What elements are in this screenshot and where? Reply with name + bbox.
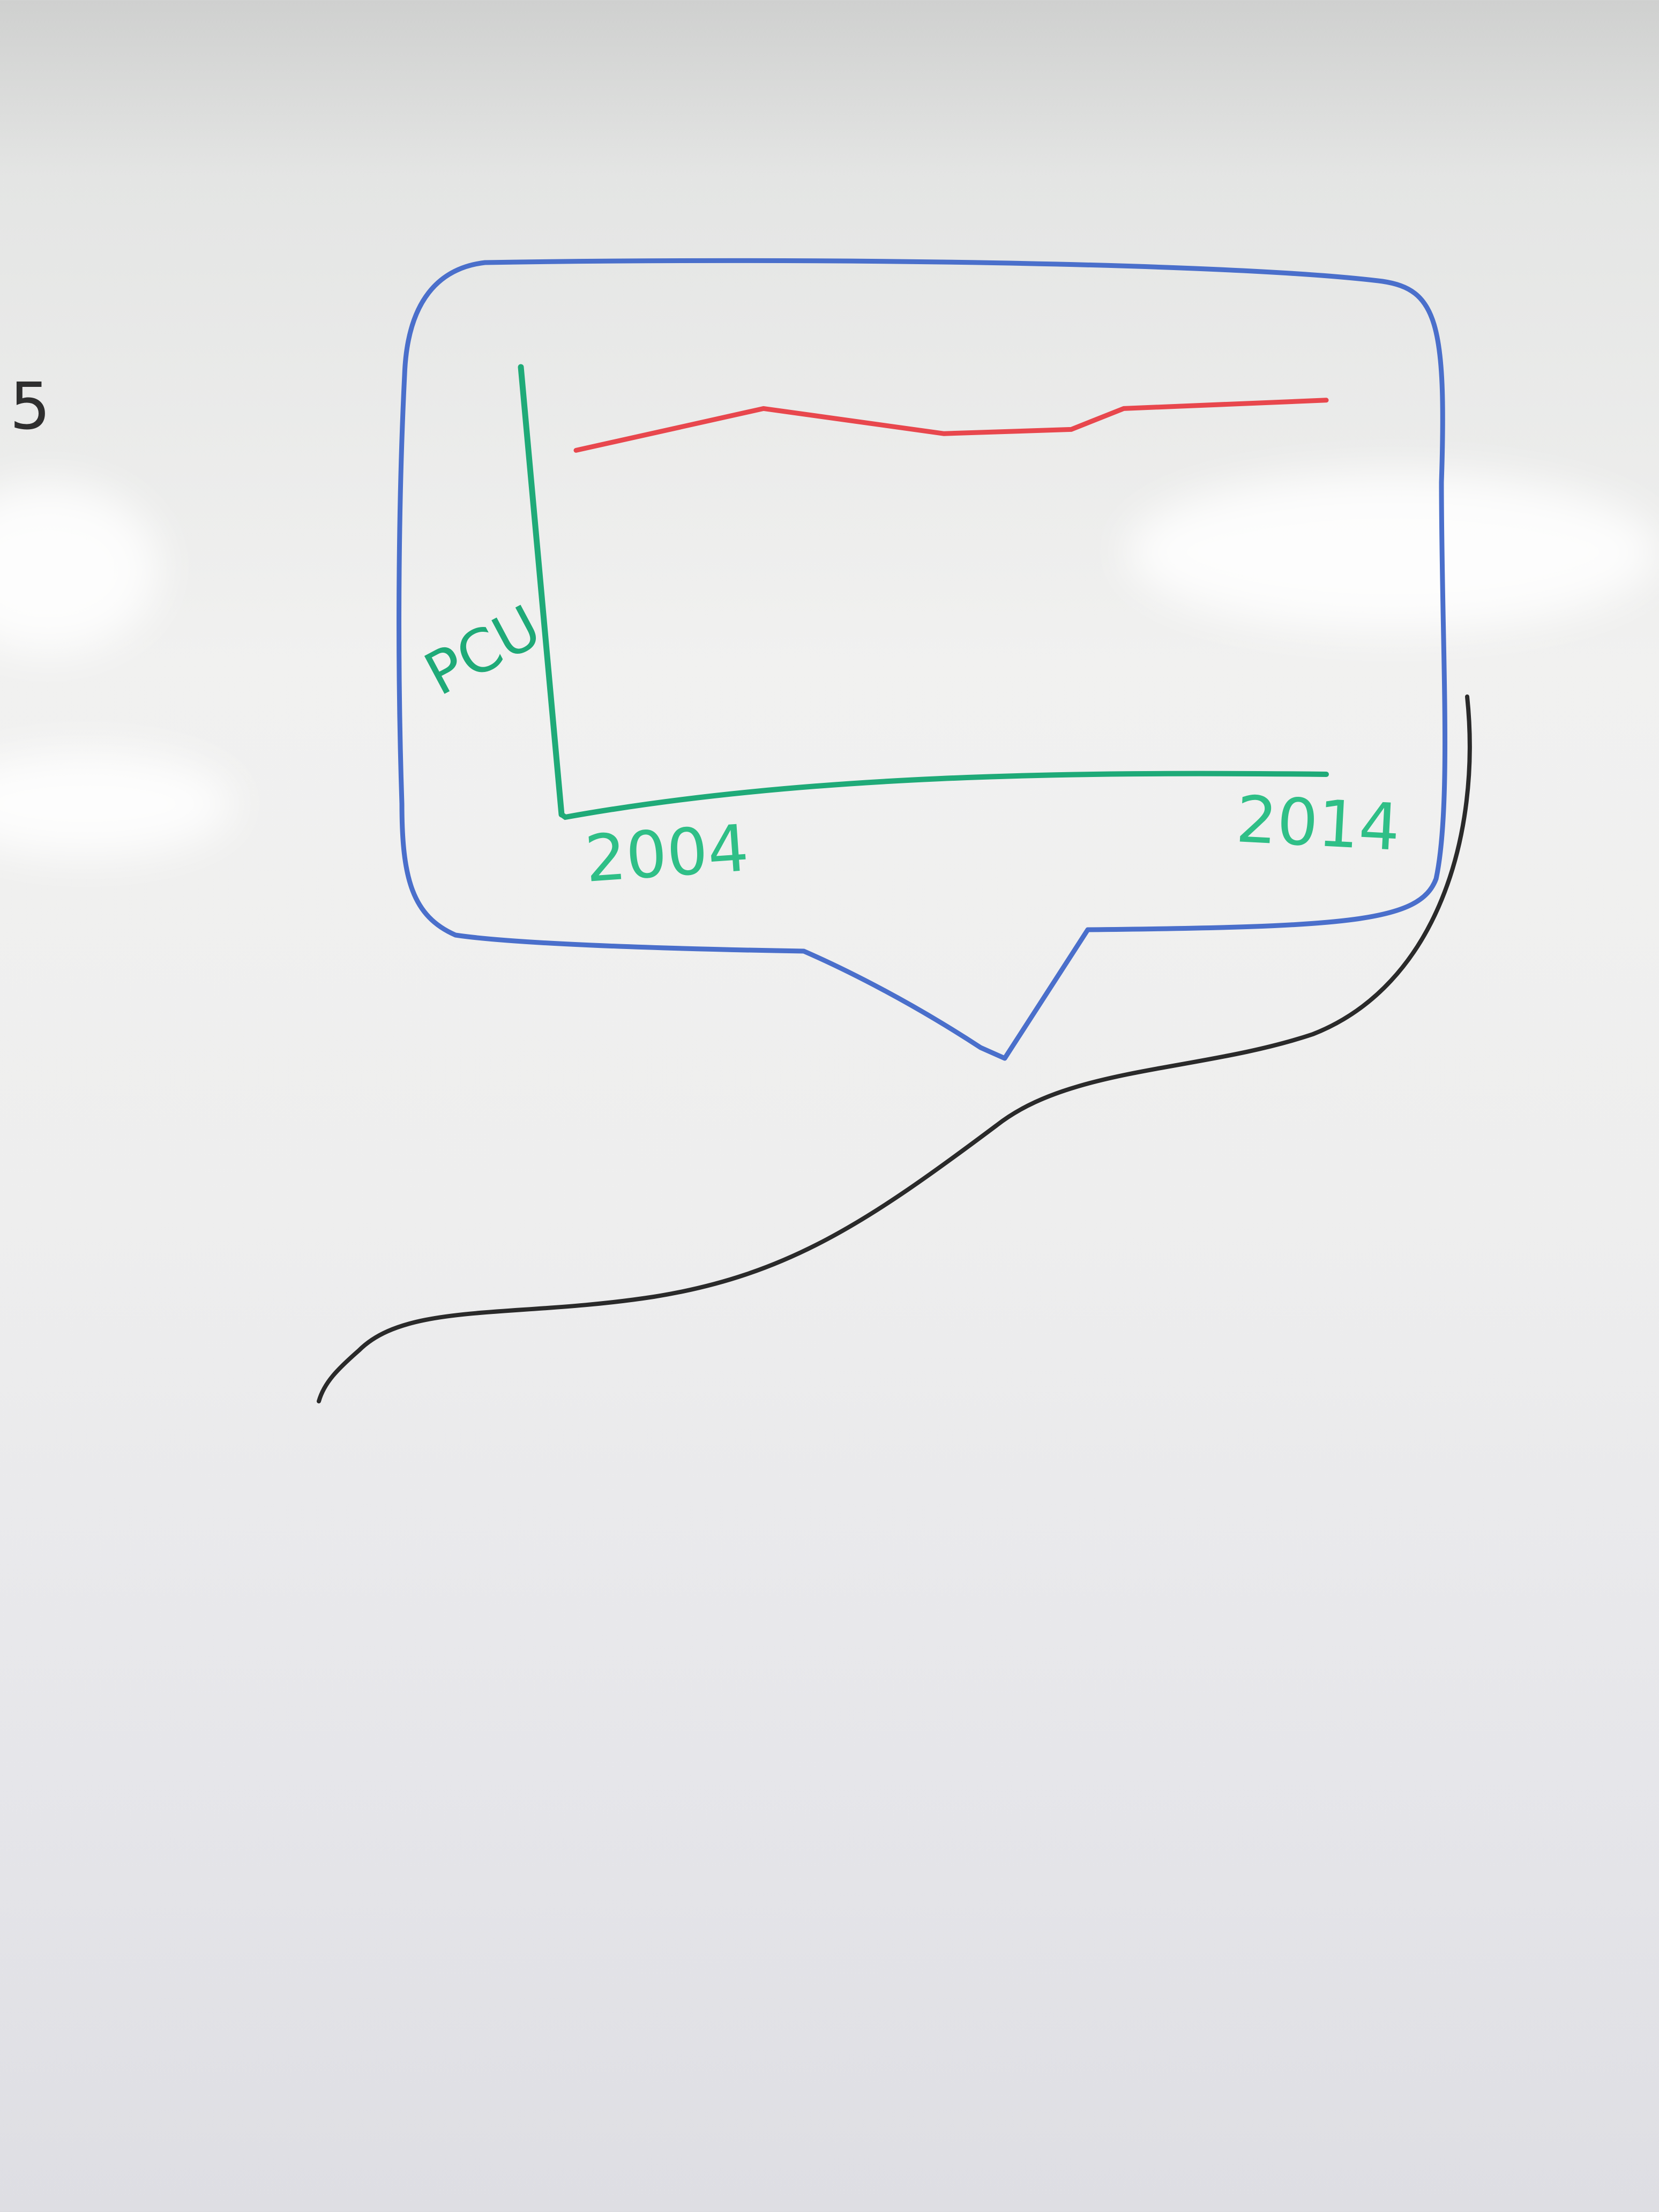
y-axis-label: PCU	[414, 592, 552, 709]
series-point-0-5	[1324, 398, 1328, 402]
series-point-0-4	[1122, 406, 1126, 411]
series-point-0-3	[1069, 427, 1073, 432]
speech-tail-line	[317, 694, 1472, 1403]
y-axis	[518, 364, 565, 818]
series-point-0-0	[574, 448, 578, 453]
x-axis	[559, 771, 1329, 820]
series-point-0-2	[941, 431, 946, 436]
series-layer	[573, 398, 1329, 453]
glare-left-low	[0, 750, 236, 857]
x-tick-label-start: 2004	[582, 811, 751, 897]
margin-mark: 5	[10, 370, 50, 444]
speech-bubble	[397, 258, 1448, 1061]
x-tick-label-end: 2014	[1234, 782, 1401, 865]
series-point-0-1	[761, 406, 766, 411]
series-line-0	[573, 398, 1329, 453]
glare-right	[1125, 472, 1659, 632]
line-chart: PCU 2004 2014	[414, 364, 1402, 897]
